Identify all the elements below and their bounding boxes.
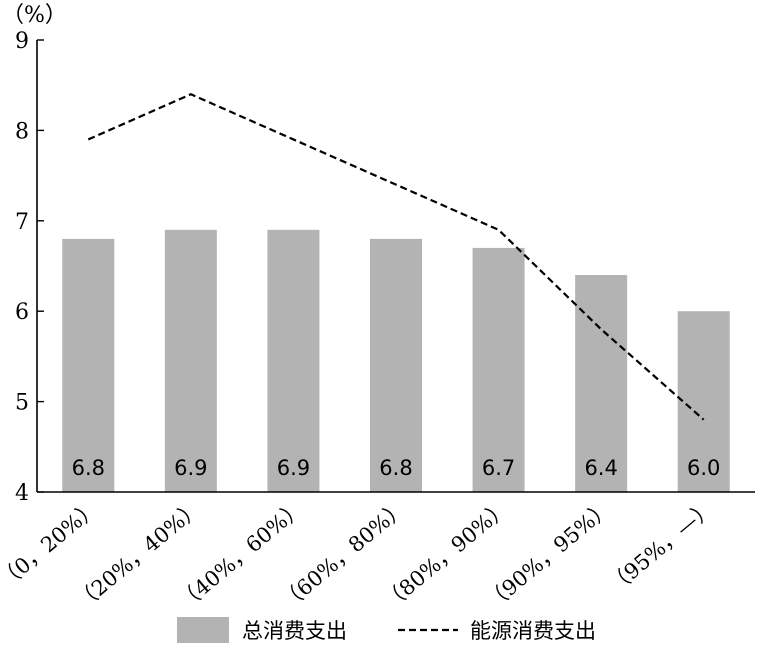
y-tick-label: 5 — [15, 391, 29, 416]
bar — [472, 247, 525, 492]
x-tick-label: （95%，—） — [603, 495, 719, 597]
bar — [370, 238, 422, 492]
y-unit-label: （%） — [2, 3, 67, 28]
bar-value-label: 6.8 — [379, 456, 412, 480]
y-tick-label: 6 — [15, 300, 29, 325]
y-tick-label: 8 — [15, 119, 29, 144]
bar-value-label: 6.8 — [72, 456, 105, 480]
x-axis: （0，20%）（20%，40%）（40%，60%）（60%，80%）（80%，9… — [0, 491, 755, 614]
bar — [62, 238, 115, 492]
bar — [267, 229, 320, 492]
energy-line — [87, 93, 705, 421]
legend-line-label: 能源消费支出 — [470, 619, 596, 643]
bar — [164, 229, 217, 492]
y-tick-label: 9 — [15, 29, 29, 54]
bar-value-label: 6.4 — [584, 456, 617, 480]
y-axis: 4 5 6 7 8 9 — [15, 29, 44, 506]
bar — [677, 311, 730, 492]
legend-bar-swatch — [177, 617, 229, 643]
y-tick-label: 7 — [15, 210, 29, 235]
x-tick-label: （0，20%） — [0, 495, 103, 592]
bar-value-label: 6.0 — [687, 456, 720, 480]
legend-bar-label: 总消费支出 — [242, 619, 347, 643]
energy-line-path — [87, 93, 705, 421]
bar-value-label: 6.9 — [277, 456, 310, 480]
y-tick-label: 4 — [15, 481, 29, 506]
bar-value-label: 6.9 — [174, 456, 207, 480]
legend: 总消费支出 能源消费支出 — [177, 617, 596, 643]
bars: 6.8 6.9 6.9 6.8 6.7 6.4 6.0 — [62, 229, 730, 492]
bar-value-label: 6.7 — [482, 456, 515, 480]
